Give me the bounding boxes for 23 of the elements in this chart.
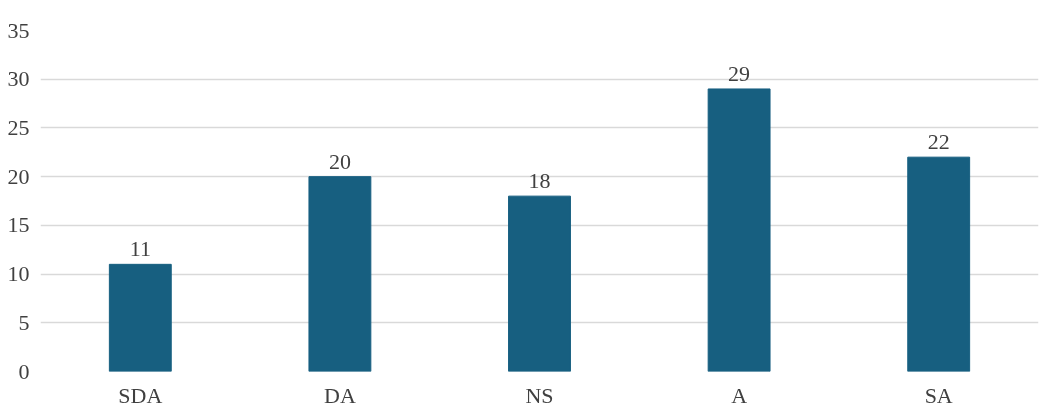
y-tick-label: 35: [7, 17, 30, 43]
data-label: 20: [328, 148, 351, 174]
y-tick-label: 5: [18, 309, 30, 335]
x-tick-label: A: [731, 382, 748, 408]
x-tick-label: DA: [324, 382, 356, 408]
bar: [308, 176, 372, 372]
y-tick-label: 15: [7, 212, 30, 238]
y-tick-label: 10: [7, 261, 30, 287]
data-label: 11: [129, 236, 151, 262]
data-label: 22: [927, 129, 950, 155]
bar: [907, 156, 971, 372]
x-tick-label: NS: [525, 382, 554, 408]
bar: [508, 195, 571, 372]
x-tick-label: SA: [924, 382, 953, 408]
y-tick-label: 0: [18, 358, 30, 384]
bar: [707, 88, 771, 372]
data-label: 18: [528, 168, 551, 194]
bar: [108, 263, 172, 372]
y-tick-label: 25: [7, 114, 30, 140]
data-label: 29: [728, 60, 751, 86]
y-tick-label: 20: [7, 163, 30, 189]
y-tick-label: 30: [7, 66, 30, 92]
x-tick-label: SDA: [118, 382, 163, 408]
